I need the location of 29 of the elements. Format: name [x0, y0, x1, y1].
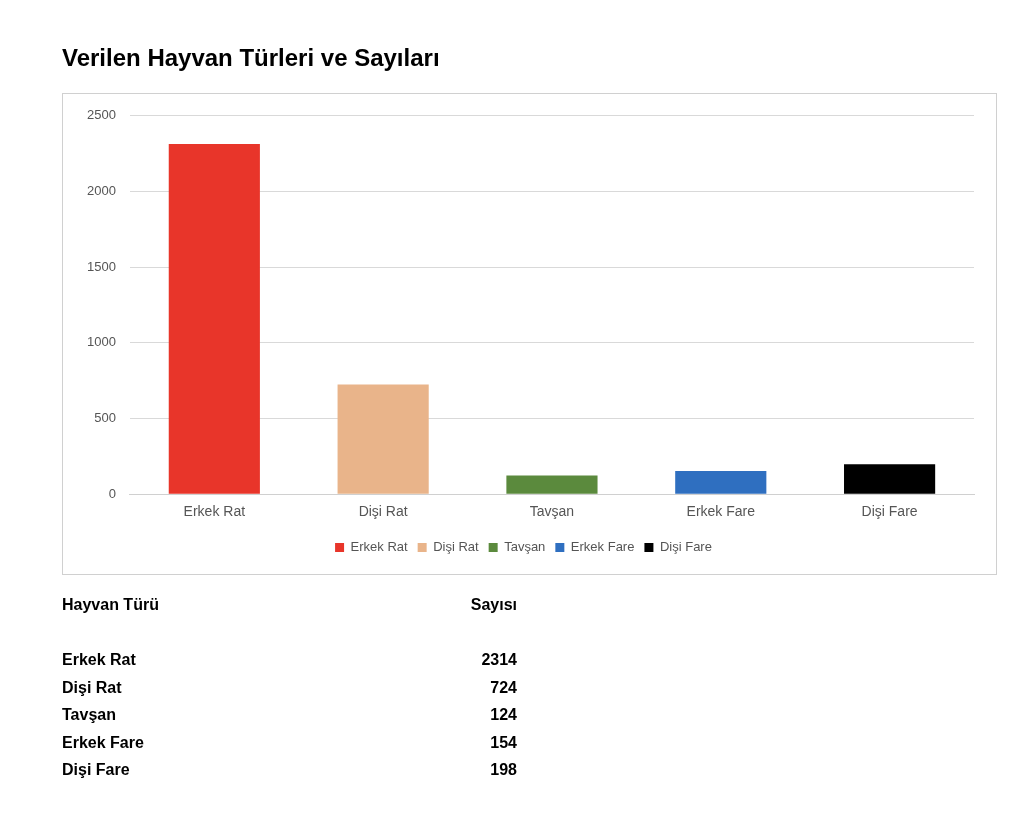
category-label: Dişi Rat [62, 678, 122, 697]
data-label: 724 [489, 678, 517, 697]
legend-label: Tavşan [504, 539, 546, 555]
y-tick-label: 0 [108, 485, 116, 501]
text: Sayısı [469, 596, 517, 614]
x-tick-label: Dişi Rat [358, 503, 408, 520]
chart-title: Verilen Hayvan Türleri ve Sayıları [62, 44, 440, 72]
y-tick-label: 1000 [87, 334, 116, 350]
y-tick-label: 2500 [87, 107, 116, 123]
y-tick-label: 500 [94, 410, 116, 426]
category-label: Erkek Rat [62, 651, 136, 669]
data-label: 124 [489, 706, 517, 724]
data-label: 154 [489, 733, 517, 752]
category-label: Dişi Fare [62, 761, 130, 779]
legend-label: Dişi Fare [659, 539, 712, 555]
text: Hayvan Türü [62, 596, 159, 614]
x-tick-label: Erkek Fare [686, 503, 756, 520]
data-label: 198 [489, 761, 517, 779]
x-tick-label: Tavşan [529, 503, 575, 520]
category-label: Tavşan [62, 706, 116, 724]
x-tick-label: Dişi Fare [861, 503, 918, 520]
y-tick-label: 1500 [87, 258, 116, 274]
x-tick-label: Erkek Rat [183, 503, 246, 520]
legend-label: Dişi Rat [433, 539, 480, 555]
category-label: Erkek Fare [62, 733, 144, 752]
legend-label: Erkek Rat [350, 539, 409, 555]
legend-label: Erkek Fare [570, 539, 635, 555]
y-tick-label: 2000 [87, 183, 116, 199]
data-label: 2314 [480, 651, 517, 669]
